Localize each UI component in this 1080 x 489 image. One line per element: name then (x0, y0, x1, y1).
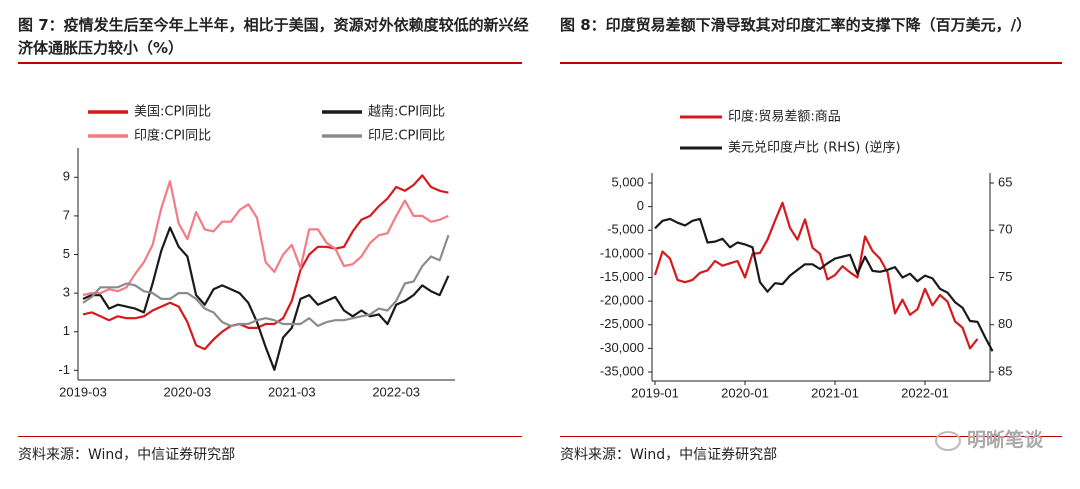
y2-tick-label: 75 (998, 269, 1012, 284)
y2-tick-label: 65 (998, 174, 1012, 189)
watermark: 明晰笔谈 (935, 425, 1043, 452)
y2-tick-label: 70 (998, 222, 1012, 237)
legend-label: 印尼:CPI同比 (368, 129, 445, 144)
source-rule (18, 436, 522, 437)
series-line (82, 234, 450, 327)
y2-tick-label: 85 (998, 363, 1012, 378)
y-tick-label: -5,000 (607, 222, 644, 237)
y2-tick-label: 80 (998, 316, 1012, 331)
legend-label: 印度:贸易差额:商品 (728, 109, 841, 125)
x-tick-label: 2019-01 (631, 385, 679, 400)
series-line (82, 174, 449, 351)
source-note: 资料来源：Wind，中信证券研究部 (560, 447, 778, 463)
y-tick-label: -1 (58, 362, 70, 377)
source-rule (560, 436, 1062, 437)
series-line (82, 226, 450, 371)
y-tick-label: 0 (637, 198, 644, 213)
chart-title: 图 8：印度贸易差额下滑导致其对印度汇率的支撑下降（百万美元，/） (560, 16, 1032, 34)
title-rule (560, 62, 1062, 64)
x-tick-label: 2022-01 (901, 385, 949, 400)
legend-label: 美国:CPI同比 (134, 105, 211, 120)
x-tick-label: 2022-03 (372, 384, 420, 399)
series-line (82, 180, 449, 297)
chart-title: 图 7：疫情发生后至今年上半年，相比于美国，资源对外依赖度较低的新兴经济体通胀压… (18, 16, 529, 57)
y-tick-label: 5,000 (611, 174, 644, 189)
title-rule (18, 62, 522, 64)
y-tick-label: -25,000 (600, 316, 644, 331)
y-tick-label: 9 (63, 169, 70, 184)
legend-label: 越南:CPI同比 (368, 104, 445, 120)
series-line (653, 201, 979, 350)
y-tick-label: -30,000 (600, 340, 644, 355)
series-line (654, 217, 994, 352)
y-tick-label: -20,000 (600, 293, 644, 308)
x-tick-label: 2020-01 (721, 385, 769, 400)
y-tick-label: 5 (63, 246, 70, 261)
legend-label: 印度:CPI同比 (134, 128, 211, 144)
x-tick-label: 2021-01 (811, 385, 859, 400)
source-note: 资料来源：Wind，中信证券研究部 (18, 447, 236, 463)
x-tick-label: 2021-03 (268, 384, 316, 399)
x-tick-label: 2019-03 (59, 384, 107, 399)
y-tick-label: -10,000 (600, 245, 644, 260)
watermark-text: 明晰笔谈 (967, 429, 1044, 451)
x-tick-label: 2020-03 (164, 384, 212, 399)
y-tick-label: -15,000 (600, 269, 644, 284)
legend-label: 美元兑印度卢比 (RHS) (逆序) (728, 140, 901, 156)
y-tick-label: -35,000 (600, 363, 644, 378)
watermark-icon (935, 430, 961, 451)
y-tick-label: 7 (63, 207, 70, 222)
y-tick-label: 1 (63, 323, 70, 338)
y-tick-label: 3 (63, 285, 70, 300)
